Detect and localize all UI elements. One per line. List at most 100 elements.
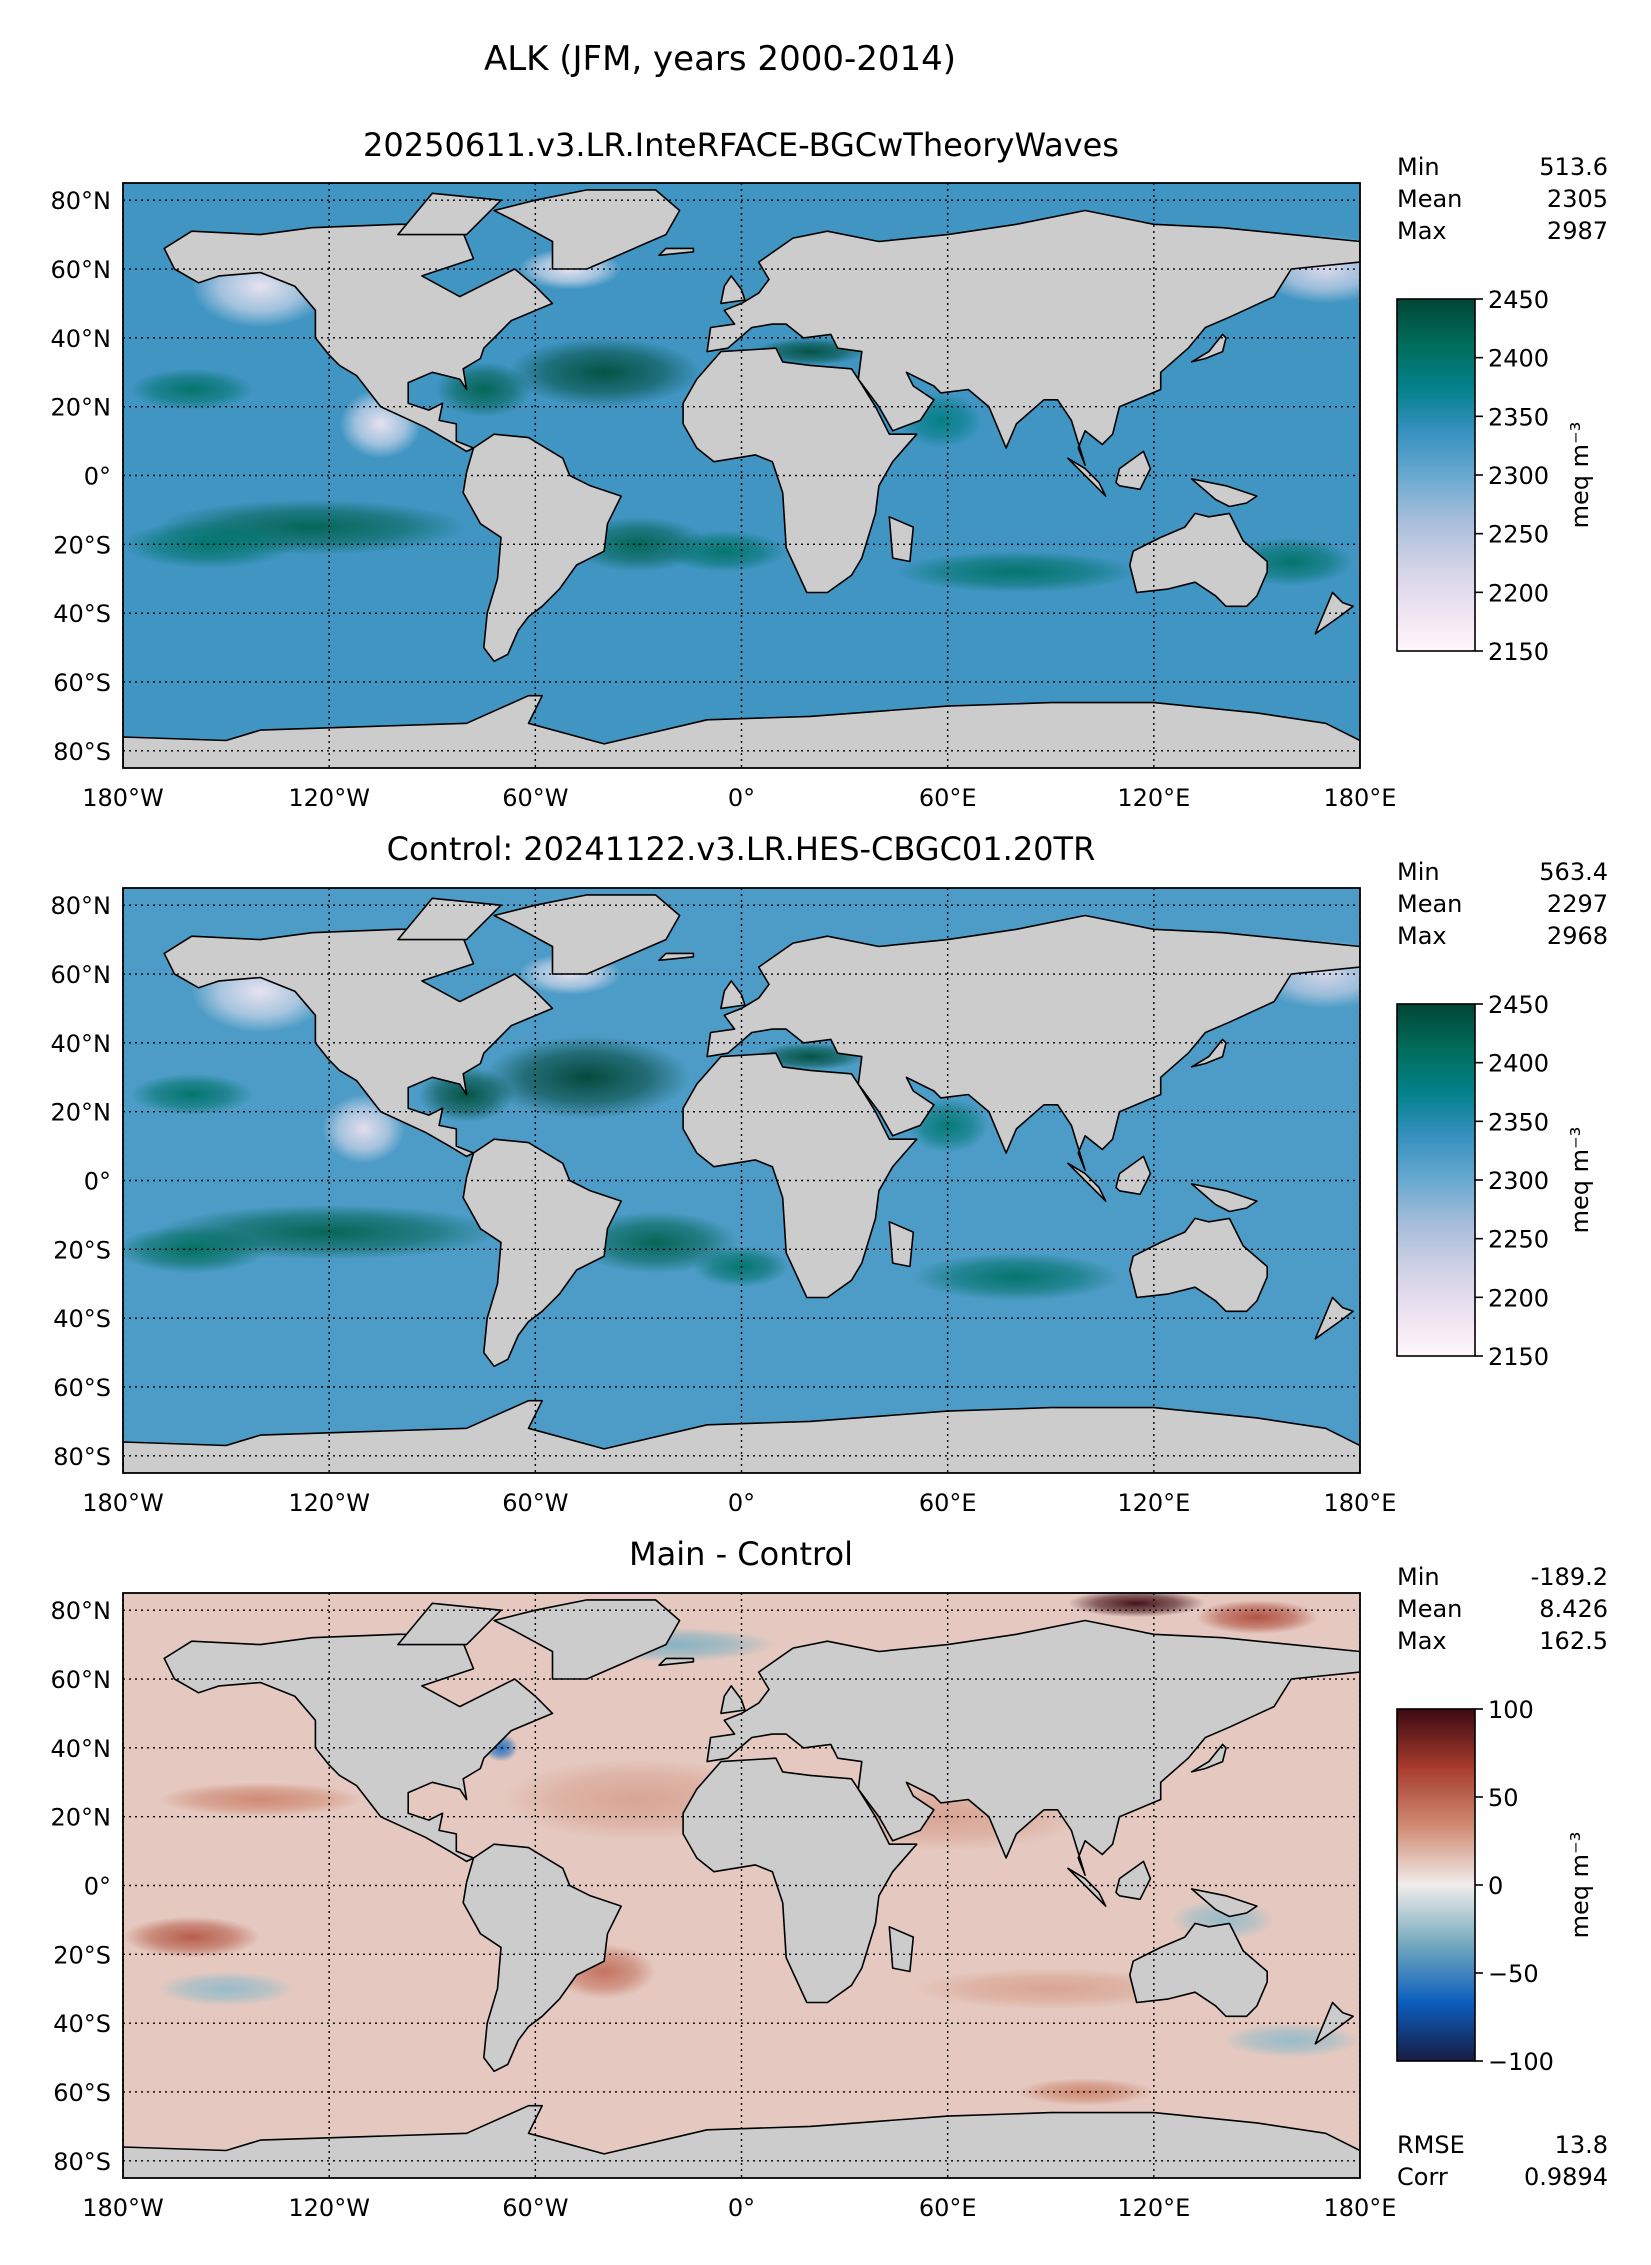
landmass [493, 1599, 681, 1680]
stat-label: Min [1397, 153, 1440, 181]
stat-value: 13.8 [1555, 2131, 1608, 2159]
y-tick-label: 40°S [53, 600, 111, 628]
field-region [123, 1916, 261, 1958]
stat-value: 2968 [1547, 922, 1608, 950]
colorbar [1396, 1708, 1476, 2062]
colorbar-tick-label: 2450 [1488, 286, 1549, 314]
landmass [1129, 1922, 1268, 2018]
panel-title: Control: 20241122.v3.LR.HES-CBGC01.20TR [387, 830, 1096, 868]
landmass [1190, 478, 1258, 508]
field-region [157, 1782, 364, 1817]
panel-difference: Main - Control 180°W 120°W 60°W 0° 60°E 120°E 1… [51, 1535, 1609, 2222]
y-tick-label: 0° [84, 1873, 111, 1901]
colorbar-tick-label: 2200 [1488, 1284, 1549, 1312]
field-region [507, 337, 701, 407]
stat-label: Corr [1397, 2163, 1448, 2191]
landmass [706, 914, 1360, 1171]
colorbar-tick-label: 2450 [1488, 991, 1549, 1019]
landmass [123, 1399, 1360, 1473]
y-tick-label: 60°N [51, 256, 112, 284]
landmass [1190, 1183, 1258, 1213]
landmass [462, 433, 622, 663]
landmass [706, 1619, 1360, 1876]
stat-value: 0.9894 [1524, 2163, 1608, 2191]
stat-value: 8.426 [1539, 1595, 1608, 1623]
colorbar-tick-label: 2250 [1488, 521, 1549, 549]
x-tick-label: 60°E [919, 2194, 977, 2222]
landmass [706, 209, 1360, 466]
x-tick-label: 120°W [288, 1489, 370, 1517]
map-area [123, 183, 1360, 768]
figure-title: ALK (JFM, years 2000-2014) [484, 39, 956, 79]
x-tick-label: 60°E [919, 1489, 977, 1517]
landmass [658, 247, 695, 257]
y-tick-label: 20°S [53, 1236, 111, 1264]
landmass [1129, 1217, 1268, 1313]
landmass [1314, 591, 1354, 635]
field-region [483, 1035, 690, 1119]
y-tick-label: 0° [84, 463, 111, 491]
x-tick-label: 120°W [288, 2194, 370, 2222]
landmass [493, 894, 681, 975]
landmass [1115, 1155, 1152, 1196]
map-frame [122, 887, 1361, 1474]
y-tick-label: 20°N [51, 1804, 112, 1832]
field-region [1067, 1593, 1206, 1618]
landmass [720, 980, 746, 1010]
y-tick-label: 80°N [51, 187, 112, 215]
x-tick-label: 0° [728, 1489, 755, 1517]
stat-label: Max [1397, 217, 1447, 245]
panel-title: 20250611.v3.LR.InteRFACE-BGCwTheoryWaves [363, 126, 1119, 164]
landmass [1067, 1162, 1107, 1202]
y-tick-label: 60°S [53, 2079, 111, 2107]
y-tick-label: 20°S [53, 1941, 111, 1969]
colorbar-tick-label: 0 [1488, 1872, 1503, 1900]
stat-label: Mean [1397, 1595, 1462, 1623]
colorbar-tick-label: −50 [1488, 1960, 1539, 1988]
y-tick-label: 40°N [51, 1030, 112, 1058]
field-region [662, 530, 787, 572]
landmass [123, 2104, 1360, 2178]
colorbar-tick-label: 2350 [1488, 1108, 1549, 1136]
y-tick-label: 80°S [53, 738, 111, 766]
landmass [720, 1685, 746, 1715]
stat-value: 162.5 [1539, 1627, 1608, 1655]
landmass [682, 347, 918, 594]
colorbar-tick-label: 2200 [1488, 579, 1549, 607]
x-tick-label: 60°E [919, 784, 977, 812]
x-tick-label: 0° [728, 2194, 755, 2222]
y-tick-label: 40°N [51, 1735, 112, 1763]
field-region [896, 551, 1137, 593]
x-tick-label: 0° [728, 784, 755, 812]
landmass [682, 1052, 918, 1299]
field-region [1222, 2023, 1360, 2058]
y-tick-label: 60°S [53, 669, 111, 697]
y-tick-label: 60°N [51, 961, 112, 989]
y-tick-label: 20°S [53, 531, 111, 559]
x-tick-label: 180°W [82, 1489, 164, 1517]
x-tick-label: 180°W [82, 784, 164, 812]
y-tick-label: 20°N [51, 1099, 112, 1127]
x-tick-label: 60°W [502, 784, 568, 812]
field-region [1195, 1599, 1319, 1635]
x-tick-label: 120°E [1117, 2194, 1190, 2222]
stat-label: Min [1397, 858, 1440, 886]
y-tick-label: 60°S [53, 1374, 111, 1402]
stat-label: Max [1397, 1627, 1447, 1655]
stat-value: 2987 [1547, 217, 1608, 245]
landmass [720, 275, 746, 305]
landmass [658, 952, 695, 962]
y-tick-label: 80°N [51, 892, 112, 920]
colorbar-tick-label: 2150 [1488, 1343, 1549, 1371]
y-tick-label: 40°N [51, 325, 112, 353]
landmass [123, 694, 1360, 768]
x-tick-label: 60°W [502, 1489, 568, 1517]
panel-main: 20250611.v3.LR.InteRFACE-BGCwTheoryWaves… [51, 126, 1609, 812]
landmass [1115, 450, 1152, 491]
landmass [1190, 1038, 1227, 1068]
landmass [1115, 1860, 1152, 1901]
colorbar-tick-label: 2400 [1488, 1050, 1549, 1078]
y-tick-label: 40°S [53, 1305, 111, 1333]
stat-value: 2297 [1547, 890, 1608, 918]
